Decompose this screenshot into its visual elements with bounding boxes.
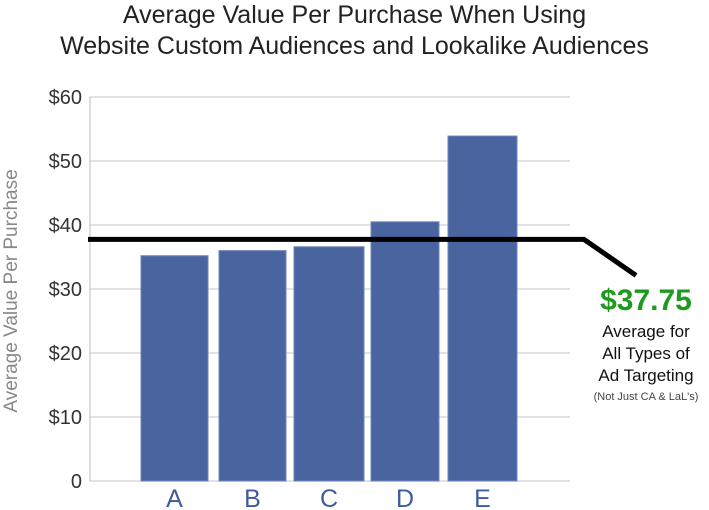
y-tick-label: $10 [49,407,82,429]
bar-C [293,246,365,482]
y-tick-label: 0 [71,471,82,493]
x-tick-label: A [166,485,183,510]
average-label-line-3: Ad Targeting [598,366,694,385]
chart-title-line-1: Average Value Per Purchase When Using [122,1,587,29]
average-value-label: $37.75 [600,284,692,317]
chart-title-line-2: Website Custom Audiences and Lookalike A… [60,32,649,60]
y-tick-label: $60 [49,87,82,109]
x-tick-label: E [474,485,491,510]
y-axis-label: Average Value Per Purchase [1,169,22,412]
bar-D [370,221,440,482]
average-reference-line [88,236,638,278]
x-tick-label: C [320,485,338,510]
bar-A [140,255,209,482]
average-label-line-2: All Types of [602,344,690,363]
y-tick-label: $40 [49,215,82,237]
bar-E [447,135,518,482]
y-tick-label: $50 [49,151,82,173]
y-tick-label: $20 [49,343,82,365]
x-tick-label: B [244,485,261,510]
average-label-note: (Not Just CA & LaL's) [593,391,699,403]
x-tick-label: D [396,485,414,510]
y-tick-label: $30 [49,279,82,301]
bar-B [218,250,287,482]
average-label-line-1: Average for [602,322,690,341]
